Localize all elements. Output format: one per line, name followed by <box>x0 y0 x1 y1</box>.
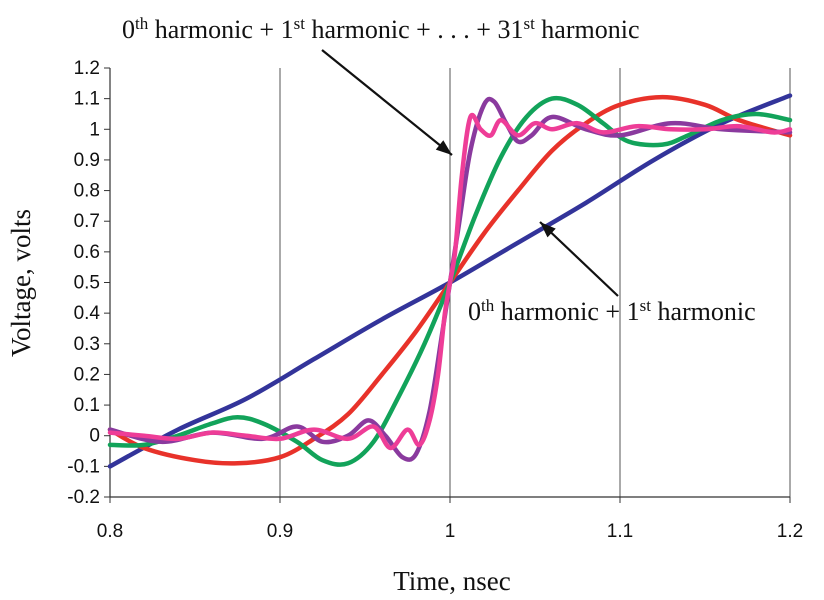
y-tick-label: 1.1 <box>74 89 100 110</box>
arrow-top-head <box>435 140 452 155</box>
arrow-bottom-head <box>540 222 556 238</box>
x-tick-label: 1 <box>445 521 456 542</box>
y-tick-label: 0.3 <box>74 334 100 355</box>
annotation-top-tail: harmonic <box>535 15 640 44</box>
annotation-top: 0th harmonic + 1st harmonic + . . . + 31… <box>122 14 639 44</box>
x-tick-label: 0.9 <box>267 521 293 542</box>
y-tick-label: 0 <box>89 426 100 447</box>
annotation-bottom-sup2: st <box>640 296 652 315</box>
arrow-top-shaft <box>321 49 453 156</box>
y-tick-label: -0.2 <box>67 487 100 508</box>
y-tick-label: 0.5 <box>74 273 100 294</box>
y-tick-label: 0.6 <box>74 242 100 263</box>
annotation-top-sup: th <box>135 14 149 33</box>
y-tick-label: 0.4 <box>74 303 101 324</box>
y-tick-label: 0.2 <box>74 364 100 385</box>
y-tick-label: 0.7 <box>74 211 100 232</box>
annotation-bottom-mid: harmonic + 1 <box>494 297 639 326</box>
x-tick-label: 1.1 <box>607 521 633 542</box>
annotation-top-base: 0 <box>122 15 135 44</box>
y-tick-label: 1.2 <box>74 58 100 79</box>
y-tick-label: 0.8 <box>74 181 100 202</box>
annotation-bottom-tail: harmonic <box>651 297 756 326</box>
y-tick-label: 0.9 <box>74 150 100 171</box>
annotation-bottom-sup: th <box>481 296 495 315</box>
annotation-arrows <box>321 49 619 297</box>
arrow-bottom-shaft <box>539 221 619 297</box>
x-axis: 0.8 0.9 1 1.1 1.2 <box>97 496 803 542</box>
y-tick-label: -0.1 <box>67 456 100 477</box>
y-tick-label: 1 <box>89 119 100 140</box>
annotation-bottom: 0th harmonic + 1st harmonic <box>468 296 756 326</box>
x-tick-label: 1.2 <box>777 521 803 542</box>
annotation-top-rest: harmonic + . . . + 31 <box>305 15 524 44</box>
y-axis: -0.2 -0.1 0 0.1 0.2 0.3 0.4 0.5 0.6 0.7 0.8 0.9 1 1.1… <box>67 58 111 508</box>
annotation-top-sup3: st <box>523 14 535 33</box>
y-tick-label: 0.1 <box>74 395 100 416</box>
x-tick-label: 0.8 <box>97 521 123 542</box>
series-line-4 <box>107 112 793 451</box>
y-axis-title: Voltage, volts <box>6 209 36 357</box>
x-axis-title: Time, nsec <box>393 566 511 596</box>
annotation-top-mid: harmonic + 1 <box>148 15 293 44</box>
annotation-top-sup2: st <box>294 14 306 33</box>
annotation-bottom-base: 0 <box>468 297 481 326</box>
series-lines <box>107 93 793 469</box>
